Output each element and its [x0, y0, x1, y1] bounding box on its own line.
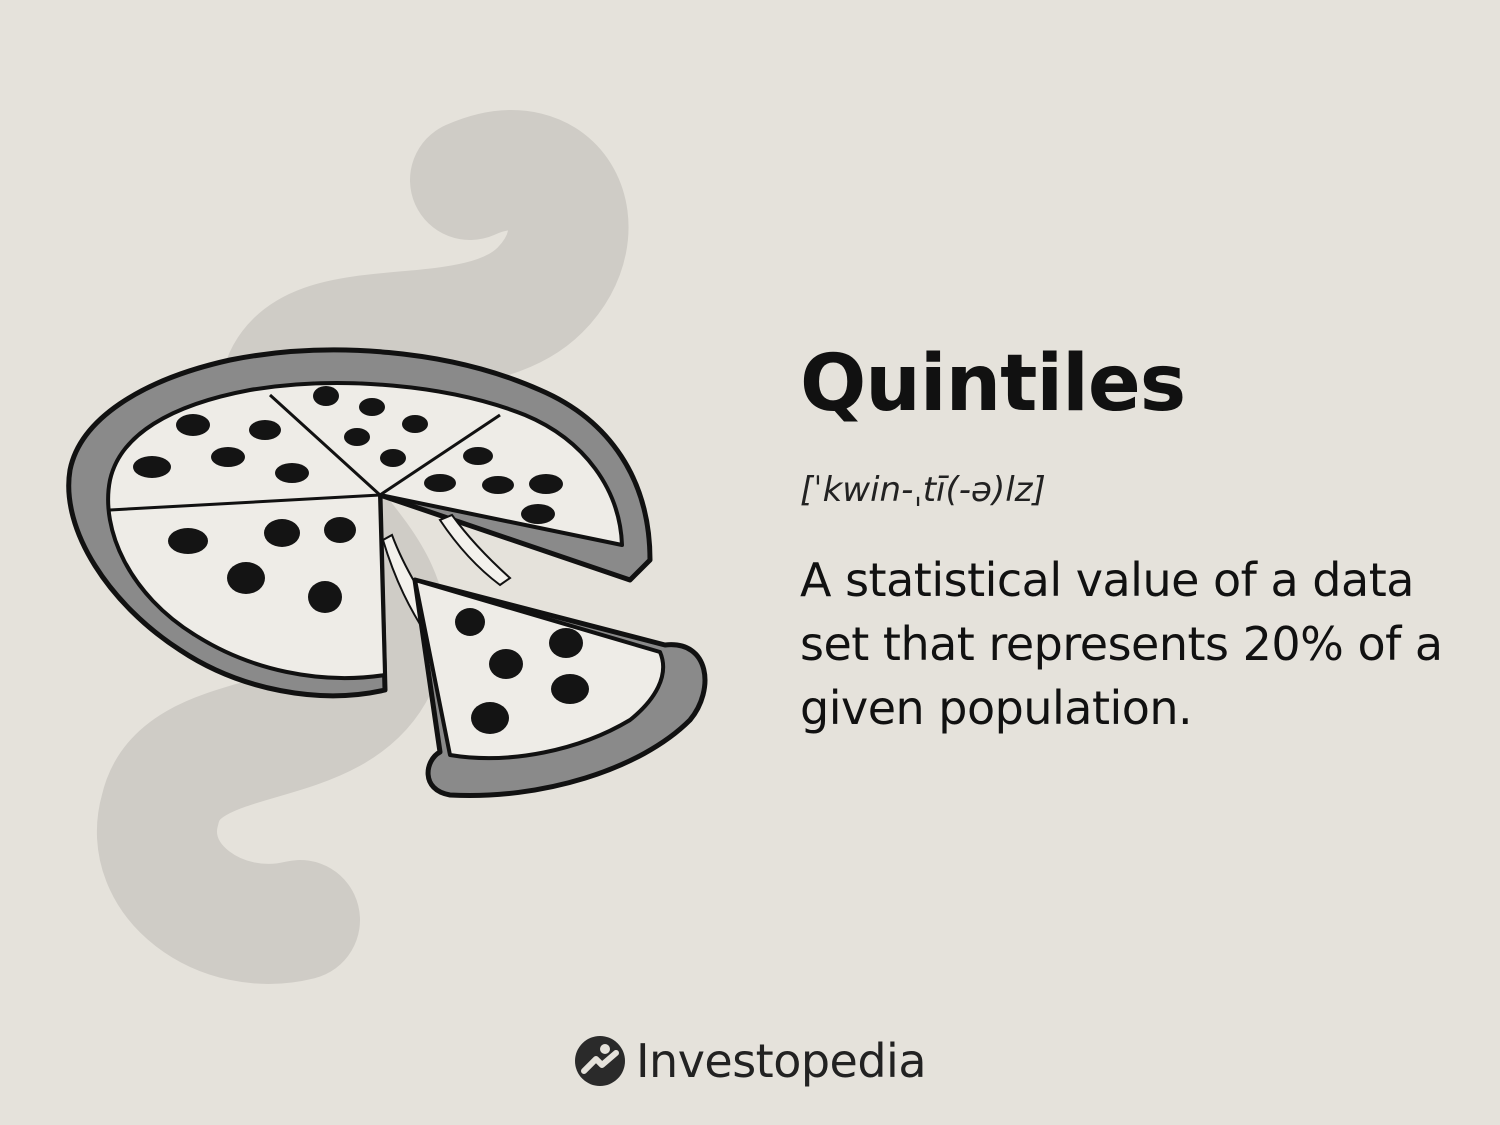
pepperoni	[455, 608, 485, 636]
pepperoni	[211, 447, 245, 467]
pepperoni	[529, 474, 563, 494]
pepperoni	[275, 463, 309, 483]
pepperoni	[424, 474, 456, 492]
pepperoni	[227, 562, 265, 594]
brand-footer: Investopedia	[0, 1034, 1500, 1088]
slice-cut	[268, 393, 382, 497]
pepperoni	[521, 504, 555, 524]
pepperoni	[471, 702, 509, 734]
pepperoni	[264, 519, 300, 547]
pepperoni	[168, 528, 208, 554]
pepperoni	[176, 414, 210, 436]
pepperoni	[551, 674, 589, 704]
pepperoni	[463, 447, 493, 465]
term-definition: A statistical value of a data set that r…	[800, 552, 1443, 735]
slice-cut	[109, 493, 381, 512]
slice-cut	[379, 413, 501, 497]
pepperoni	[249, 420, 281, 440]
pepperoni	[489, 649, 523, 679]
term-title: Quintiles	[800, 339, 1186, 429]
pizza-illustration	[66, 110, 708, 984]
pepperoni	[380, 449, 406, 467]
investopedia-logo-icon	[574, 1036, 625, 1086]
pepperoni	[308, 581, 342, 613]
pepperoni	[549, 628, 583, 658]
pepperoni	[344, 428, 370, 446]
pepperoni	[402, 415, 428, 433]
pepperoni	[359, 398, 385, 416]
brand-name: Investopedia	[635, 1034, 927, 1088]
pepperoni	[482, 476, 514, 494]
pepperoni	[133, 456, 171, 478]
term-pronunciation: [ˈkwin-ˌtī(-ə)lz]	[800, 469, 1046, 510]
definition-card: Quintiles [ˈkwin-ˌtī(-ə)lz] A statistica…	[800, 339, 1460, 740]
pepperoni	[313, 386, 339, 406]
cheese-string	[438, 513, 512, 587]
pepperoni	[324, 517, 356, 543]
